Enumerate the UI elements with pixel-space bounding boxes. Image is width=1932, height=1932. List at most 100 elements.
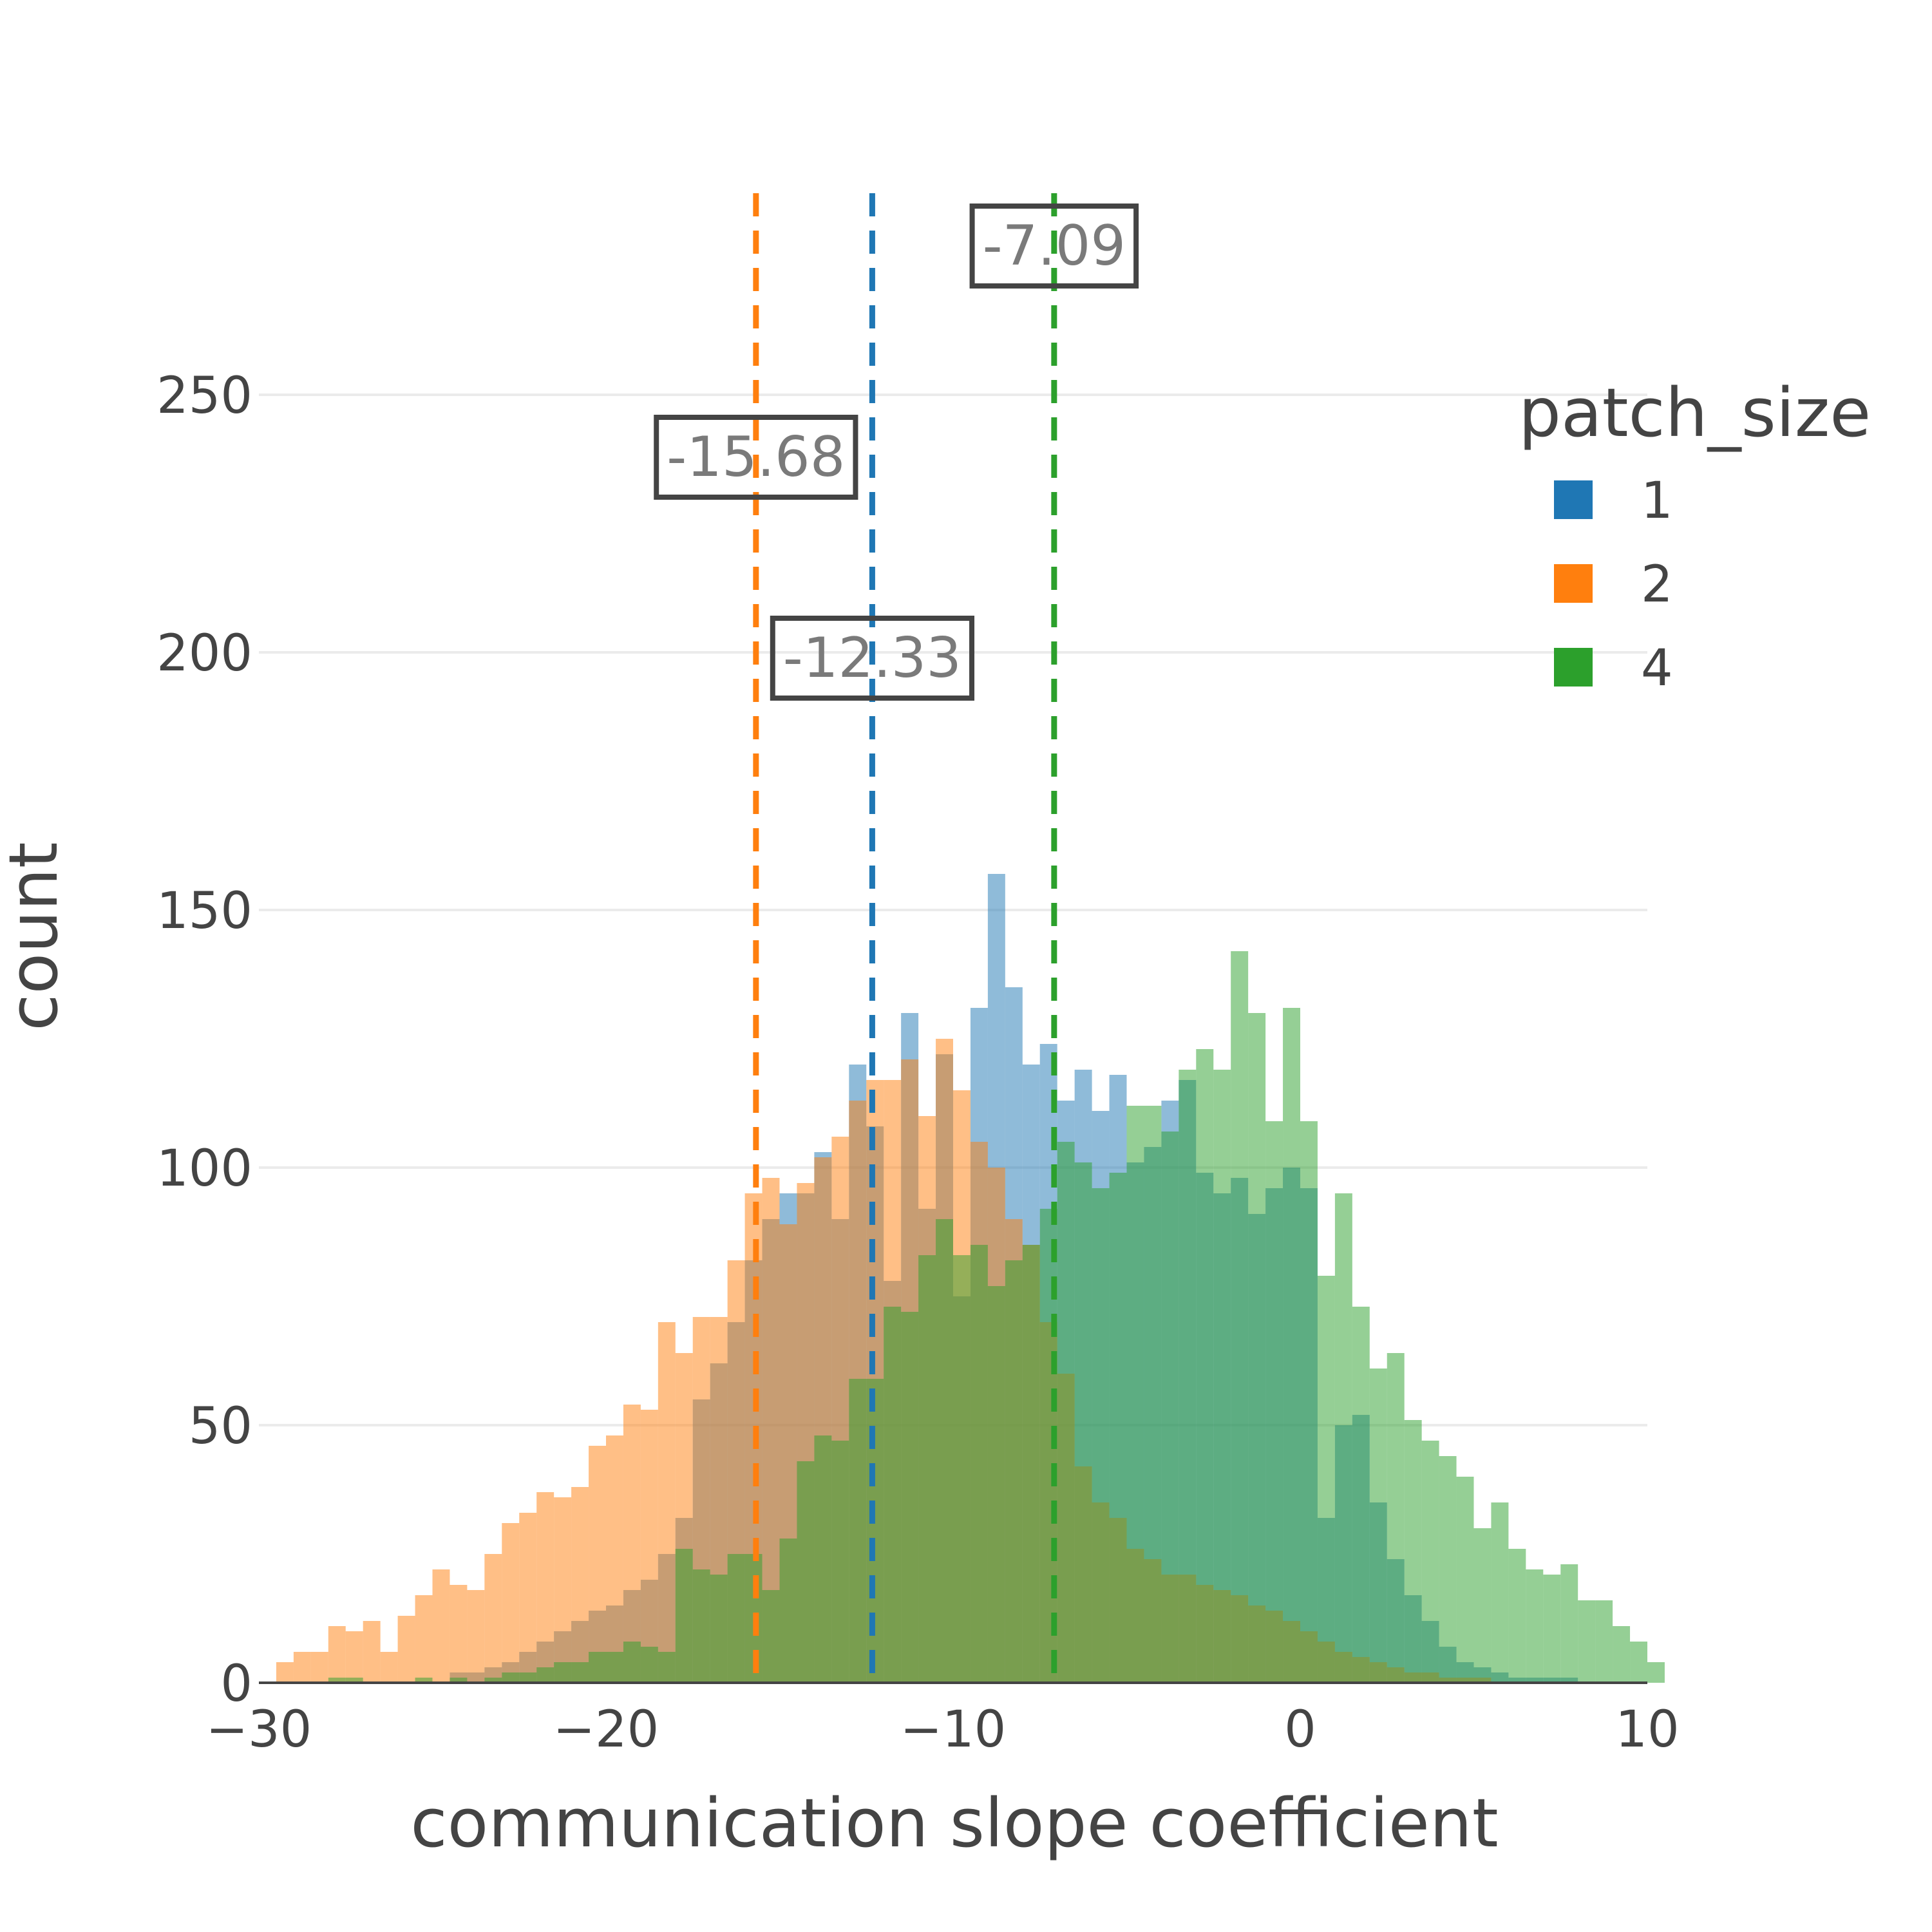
x-tick-label: 10	[1615, 1701, 1679, 1759]
bar-series-2-17	[571, 1487, 589, 1683]
bar-series-4-37	[918, 1255, 936, 1683]
bar-series-4-50	[1144, 1106, 1162, 1683]
mean-annotation-4: -7.09	[969, 204, 1139, 289]
bar-series-2-0	[276, 1662, 294, 1683]
bar-series-4-70	[1491, 1502, 1509, 1683]
annotation-text: -15.68	[667, 425, 845, 489]
annotation-box	[770, 616, 975, 701]
y-axis-ticks: 0 50 100 150 200 250	[156, 367, 252, 1713]
legend-label: 2	[1641, 556, 1673, 614]
bar-series-4-10	[450, 1678, 468, 1683]
bar-series-4-78	[1630, 1642, 1647, 1683]
bar-series-2-14	[519, 1513, 537, 1683]
legend-label: 4	[1641, 639, 1673, 697]
mean-lines	[753, 193, 1057, 1683]
legend-item-2: 2	[1554, 556, 1673, 614]
bar-series-4-43	[1022, 1245, 1040, 1683]
legend-item-4: 4	[1554, 639, 1673, 697]
bar-series-2-1	[293, 1652, 311, 1683]
bar-series-2-21	[640, 1410, 658, 1683]
bar-series-4-60	[1317, 1276, 1335, 1683]
bar-series-4-49	[1126, 1106, 1144, 1683]
bar-series-4-20	[623, 1642, 641, 1683]
bar-series-4-32	[831, 1441, 849, 1683]
bar-series-4-47	[1092, 1188, 1110, 1683]
bar-series-4-18	[589, 1652, 606, 1683]
bar-series-2-7	[397, 1616, 415, 1683]
bar-series-4-73	[1543, 1575, 1561, 1683]
bar-series-4-39	[953, 1255, 971, 1683]
bar-series-2-20	[623, 1405, 641, 1683]
bar-series-4-34	[866, 1379, 884, 1683]
y-tick-label: 100	[156, 1140, 252, 1198]
bar-series-4-38	[936, 1219, 953, 1683]
y-tick-label: 150	[156, 882, 252, 940]
bar-series-4-48	[1109, 1173, 1127, 1683]
bar-series-4-40	[970, 1245, 988, 1683]
bar-series-2-15	[536, 1492, 554, 1683]
bar-series-2-5	[363, 1621, 381, 1683]
bar-series-2-8	[415, 1595, 433, 1683]
bar-series-4-30	[797, 1461, 815, 1683]
bar-series-4-58	[1283, 1008, 1300, 1683]
bar-series-4-68	[1456, 1477, 1474, 1683]
bar-series-4-33	[849, 1379, 867, 1683]
bar-series-4-25	[710, 1575, 728, 1683]
mean-annotation-2: -15.68	[654, 415, 858, 500]
bar-series-4-22	[658, 1652, 676, 1683]
bar-series-4-36	[901, 1312, 919, 1683]
bar-series-4-45	[1057, 1142, 1075, 1683]
bar-series-4-72	[1526, 1569, 1544, 1683]
bar-series-4-19	[606, 1652, 623, 1683]
bar-series-4-29	[779, 1539, 797, 1683]
bar-series-2-6	[380, 1652, 398, 1683]
bar-series-4-71	[1508, 1549, 1526, 1683]
bar-series-2-22	[658, 1322, 676, 1683]
bar-series-4-46	[1074, 1162, 1092, 1683]
bar-series-2-19	[606, 1435, 623, 1683]
bar-series-4-28	[762, 1590, 780, 1683]
bar-series-2-13	[502, 1523, 520, 1683]
bar-series-4-69	[1473, 1528, 1492, 1683]
annotation-text: -12.33	[783, 626, 961, 690]
legend-label: 1	[1641, 472, 1673, 530]
y-tick-label: 0	[220, 1655, 252, 1713]
bar-series-2-3	[328, 1626, 346, 1683]
bar-series-4-54	[1213, 1070, 1231, 1683]
bar-series-4-62	[1352, 1307, 1370, 1683]
bar-series-4-63	[1369, 1368, 1387, 1683]
legend-swatch	[1554, 564, 1593, 603]
bar-series-4-14	[519, 1672, 537, 1683]
bar-series-4-56	[1248, 1013, 1266, 1683]
bar-series-4-51	[1161, 1132, 1179, 1683]
bar-series-4-35	[884, 1307, 902, 1683]
legend-swatch	[1554, 480, 1593, 519]
bar-series-2-18	[589, 1446, 606, 1683]
bar-series-4-15	[536, 1667, 554, 1683]
bar-series-2-2	[310, 1652, 328, 1683]
annotation-box	[654, 415, 858, 500]
bar-series-4-65	[1404, 1420, 1422, 1683]
bar-series-4-52	[1179, 1070, 1197, 1683]
bar-series-4-77	[1613, 1626, 1631, 1683]
legend-item-1: 1	[1554, 472, 1673, 530]
y-tick-label: 250	[156, 367, 252, 425]
bar-series-4-21	[640, 1647, 658, 1683]
bar-series-4-61	[1334, 1193, 1352, 1683]
bar-series-4-79	[1647, 1662, 1665, 1683]
histogram-bars	[276, 874, 1665, 1683]
annotation-text: -7.09	[983, 214, 1126, 278]
legend-title: patch_size	[1519, 374, 1871, 452]
bar-series-4-8	[415, 1678, 433, 1683]
y-tick-label: 50	[189, 1397, 252, 1455]
bar-series-2-10	[450, 1585, 468, 1683]
bar-series-4-42	[1005, 1260, 1023, 1683]
x-tick-label: −30	[206, 1701, 312, 1759]
bar-series-4-24	[692, 1569, 710, 1683]
y-axis-title: count	[0, 842, 73, 1030]
legend-swatch	[1554, 648, 1593, 687]
legend: patch_size 1 2 4	[1519, 374, 1871, 697]
bar-series-2-4	[345, 1631, 363, 1683]
annotation-box	[969, 204, 1139, 289]
